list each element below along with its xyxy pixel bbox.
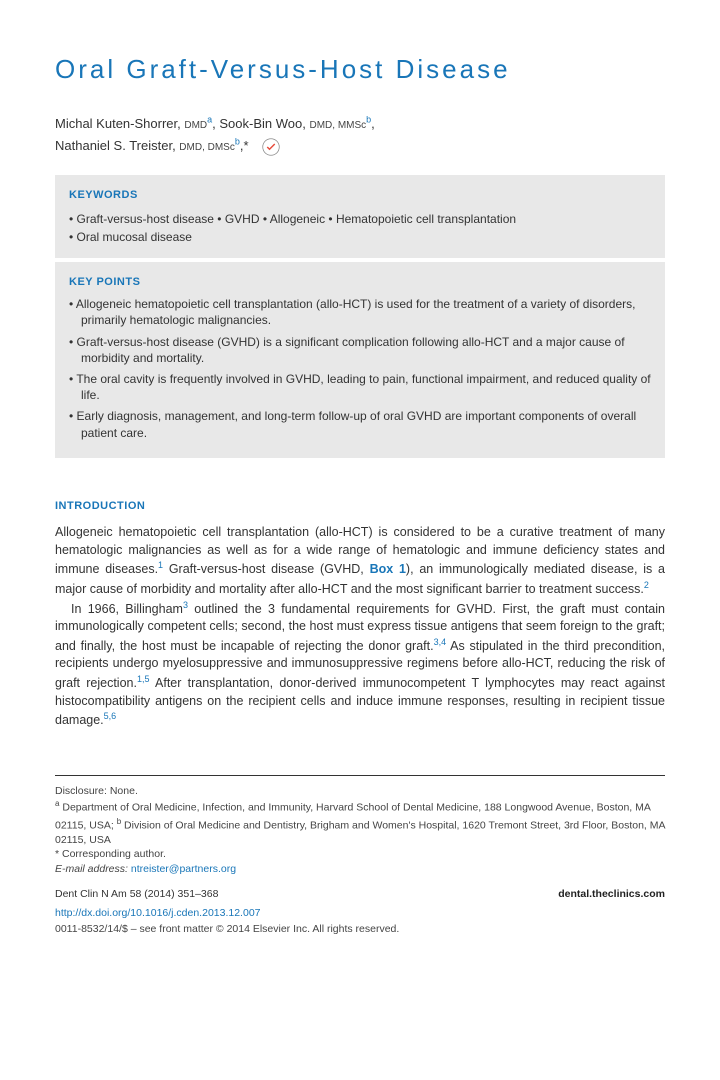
keywords-line: • Graft-versus-host disease • GVHD • All… [69, 210, 651, 246]
author-degree: DMD [184, 120, 207, 131]
author-aff: b [366, 115, 371, 125]
box-link[interactable]: Box 1 [370, 562, 406, 576]
footer-separator [55, 775, 665, 776]
author-aff: a [207, 115, 212, 125]
keypoints-list: Allogeneic hematopoietic cell transplant… [69, 296, 651, 441]
crossmark-icon[interactable] [262, 138, 280, 156]
keyword-item: Hematopoietic cell transplantation [336, 212, 516, 226]
keypoint-item: Allogeneic hematopoietic cell transplant… [69, 296, 651, 328]
email-link[interactable]: ntreister@partners.org [131, 863, 236, 875]
journal-site-link[interactable]: dental.theclinics.com [558, 887, 665, 903]
keypoints-heading: KEY POINTS [69, 274, 651, 291]
introduction-heading: INTRODUCTION [55, 498, 665, 515]
citation-ref[interactable]: 2 [644, 580, 649, 590]
article-title: Oral Graft-Versus-Host Disease [55, 50, 665, 89]
email-line: E-mail address: ntreister@partners.org [55, 862, 665, 877]
author-name: Michal Kuten-Shorrer [55, 116, 177, 131]
citation-ref[interactable]: 5,6 [104, 711, 117, 721]
keyword-item: Allogeneic [270, 212, 325, 226]
author-name: Nathaniel S. Treister [55, 138, 172, 153]
keyword-item: Graft-versus-host disease [77, 212, 214, 226]
author-1: Michal Kuten-Shorrer, DMDa, [55, 116, 219, 131]
author-degree: DMD, MMSc [309, 120, 366, 131]
author-3: Nathaniel S. Treister, DMD, DMScb,* [55, 138, 252, 153]
keyword-item: GVHD [225, 212, 260, 226]
author-degree: DMD, DMSc [179, 142, 235, 153]
keypoint-item: Graft-versus-host disease (GVHD) is a si… [69, 334, 651, 366]
email-label: E-mail address: [55, 863, 131, 875]
author-name: Sook-Bin Woo [219, 116, 302, 131]
citation-ref[interactable]: 3,4 [434, 637, 447, 647]
keypoints-box: KEY POINTS Allogeneic hematopoietic cell… [55, 262, 665, 458]
affiliations-line: a Department of Oral Medicine, Infection… [55, 798, 665, 847]
doi-line: http://dx.doi.org/10.1016/j.cden.2013.12… [55, 903, 665, 922]
corresponding-star: ,* [240, 138, 249, 153]
footer-block: Disclosure: None. a Department of Oral M… [55, 784, 665, 877]
corresponding-line: * Corresponding author. [55, 847, 665, 862]
keywords-box: KEYWORDS • Graft-versus-host disease • G… [55, 175, 665, 258]
journal-ref: Dent Clin N Am 58 (2014) 351–368 [55, 887, 218, 903]
keypoint-item: The oral cavity is frequently involved i… [69, 371, 651, 403]
disclosure-line: Disclosure: None. [55, 784, 665, 799]
journal-line: Dent Clin N Am 58 (2014) 351–368 dental.… [55, 887, 665, 903]
copyright-line: 0011-8532/14/$ – see front matter © 2014… [55, 922, 665, 938]
keywords-heading: KEYWORDS [69, 187, 651, 204]
authors-block: Michal Kuten-Shorrer, DMDa, Sook-Bin Woo… [55, 113, 665, 157]
citation-ref[interactable]: 1,5 [137, 674, 150, 684]
intro-para-1: Allogeneic hematopoietic cell transplant… [55, 524, 665, 598]
text-run: In 1966, Billingham [71, 602, 183, 616]
aff-text: Division of Oral Medicine and Dentistry,… [55, 819, 665, 846]
keypoint-item: Early diagnosis, management, and long-te… [69, 408, 651, 440]
keyword-item: Oral mucosal disease [77, 230, 192, 244]
doi-link[interactable]: http://dx.doi.org/10.1016/j.cden.2013.12… [55, 907, 261, 919]
author-2: Sook-Bin Woo, DMD, MMScb, [219, 116, 374, 131]
intro-para-2: In 1966, Billingham3 outlined the 3 fund… [55, 599, 665, 730]
text-run: Graft-versus-host disease (GVHD, [163, 562, 370, 576]
